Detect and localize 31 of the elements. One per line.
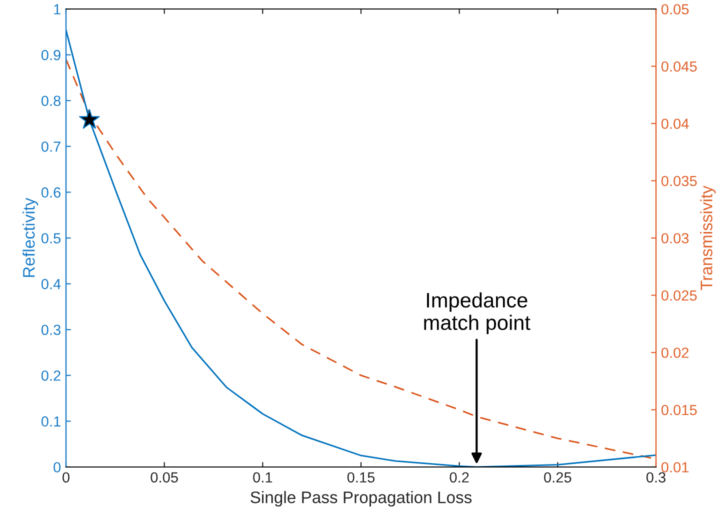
x-tick-label: 0 — [62, 472, 70, 483]
x-tick-label: 0.15 — [347, 472, 375, 483]
y2-tick-label: 0.01 — [661, 462, 689, 472]
y2-tick-label: 0.03 — [661, 233, 689, 244]
y-tick-label: 0.7 — [41, 142, 60, 152]
y-axis-title: Reflectivity — [22, 198, 38, 277]
y-tick-label: 0 — [54, 462, 61, 472]
x-tick-label: 0.2 — [450, 472, 469, 483]
y2-tick-label: 0.05 — [661, 4, 689, 14]
y-tick-label: 1 — [54, 4, 60, 14]
x-tick-label: 0.25 — [544, 472, 572, 483]
y2-tick-label: 0.025 — [661, 290, 697, 301]
x-tick-label: 0.3 — [646, 472, 666, 483]
y-tick-label: 0.3 — [41, 324, 60, 336]
y-tick-label: 0.6 — [41, 187, 60, 198]
y-tick-label: 0.9 — [41, 50, 60, 60]
x-tick-label: 0.1 — [253, 472, 272, 483]
y2-tick-label: 0.035 — [661, 176, 697, 186]
y-tick-label: 0.2 — [41, 370, 60, 381]
y-tick-label: 0.1 — [41, 416, 60, 427]
y2-tick-label: 0.045 — [661, 61, 697, 72]
x-axis-title: Single Pass Propagation Loss — [250, 491, 472, 507]
y2-axis-title: Transmissivity — [700, 186, 716, 290]
y2-tick-label: 0.015 — [661, 404, 697, 416]
y-tick-label: 0.5 — [41, 233, 61, 244]
y-tick-label: 0.4 — [41, 278, 61, 290]
x-tick-label: 0.05 — [150, 472, 178, 483]
y2-tick-label: 0.02 — [661, 348, 689, 358]
annotation: Impedance match point — [424, 292, 530, 334]
y2-tick-label: 0.04 — [661, 118, 689, 129]
y-tick-label: 0.8 — [41, 96, 61, 106]
